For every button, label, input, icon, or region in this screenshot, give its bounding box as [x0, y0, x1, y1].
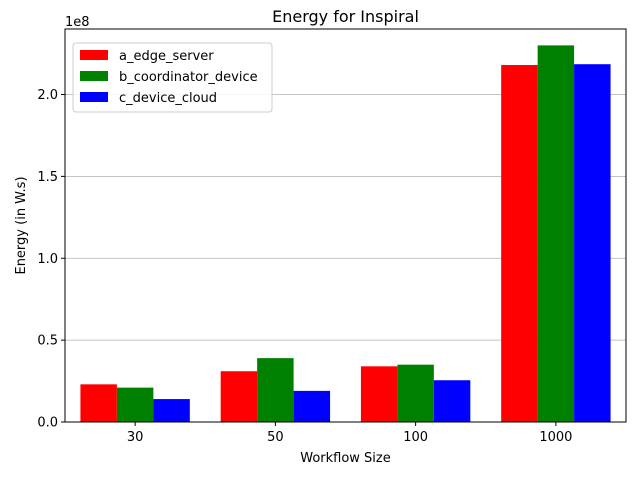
bar-b_coordinator_device-50 — [257, 358, 294, 422]
y-multiplier-label: 1e8 — [65, 15, 90, 30]
bar-b_coordinator_device-100 — [397, 364, 434, 422]
x-tick-label: 100 — [403, 430, 428, 445]
x-axis: 30 50 100 1000 — [127, 422, 572, 445]
chart-title: Energy for Inspiral — [272, 7, 419, 26]
legend-label: a_edge_server — [119, 49, 214, 64]
bar-c_device_cloud-100 — [433, 380, 471, 422]
legend-swatch — [80, 71, 108, 81]
x-tick-label: 1000 — [539, 430, 572, 445]
y-tick-label: 1.5 — [37, 170, 58, 185]
y-tick-label: 0.0 — [37, 416, 58, 431]
legend: a_edge_server b_coordinator_device c_devic… — [72, 42, 273, 113]
bar-c_device_cloud-30 — [153, 399, 190, 422]
y-tick-label: 2.0 — [37, 88, 58, 103]
bar-b_coordinator_device-30 — [116, 387, 154, 422]
x-axis-label: Workflow Size — [300, 451, 391, 466]
y-tick-label: 0.5 — [37, 334, 58, 349]
legend-swatch — [80, 50, 108, 60]
legend-box — [72, 42, 273, 113]
plot-frame — [64, 28, 627, 423]
bar-a_edge_server-30 — [80, 384, 117, 422]
legend-swatch — [80, 92, 108, 102]
y-axis: 0.0 0.5 1.0 1.5 2.0 — [37, 88, 65, 431]
bar-a_edge_server-50 — [220, 371, 258, 422]
bar-a_edge_server-1000 — [501, 65, 538, 423]
y-axis-label: Energy (in W.s) — [14, 176, 29, 274]
x-tick-label: 30 — [127, 430, 144, 445]
bar-c_device_cloud-50 — [293, 390, 331, 422]
bar-c_device_cloud-1000 — [574, 64, 611, 423]
bars — [80, 45, 611, 423]
x-tick-label: 50 — [267, 430, 284, 445]
bar-b_coordinator_device-1000 — [537, 45, 575, 422]
y-tick-label: 1.0 — [37, 252, 58, 267]
legend-label: c_device_cloud — [119, 91, 217, 106]
bar-a_edge_server-100 — [360, 366, 398, 422]
legend-label: b_coordinator_device — [119, 70, 258, 85]
